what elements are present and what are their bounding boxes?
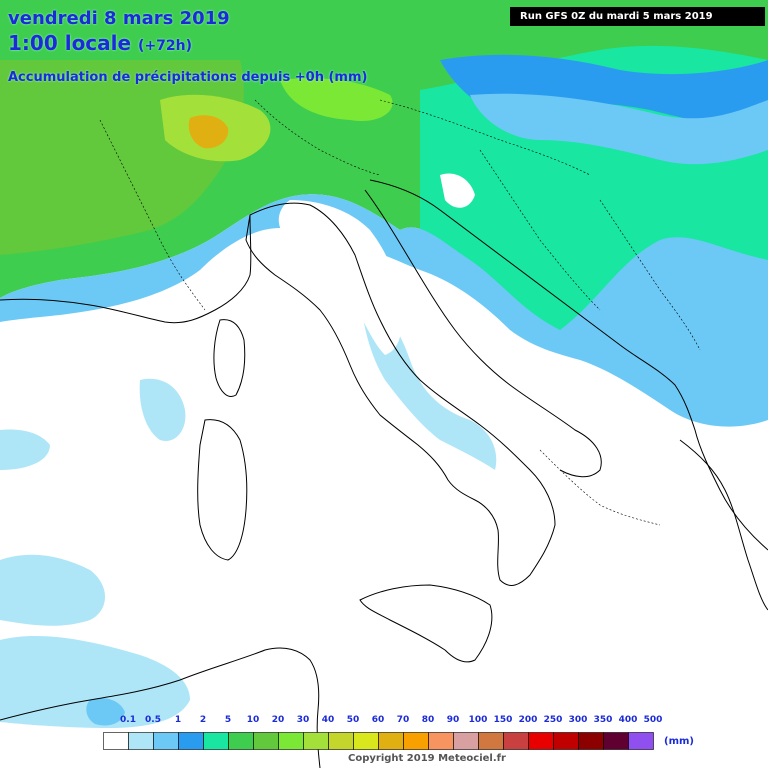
legend-label: 0.5 (145, 715, 161, 725)
legend-swatch (478, 732, 504, 750)
border-3 (479, 149, 601, 311)
legend-swatch (128, 732, 154, 750)
run-info-banner: Run GFS 0Z du mardi 5 mars 2019 (510, 7, 765, 26)
legend-swatch (178, 732, 204, 750)
coast-italy-east (364, 189, 602, 478)
legend-swatch (328, 732, 354, 750)
forecast-date: vendredi 8 mars 2019 (8, 8, 230, 29)
precip-field-sardinia-west (139, 378, 186, 441)
legend-unit: (mm) (664, 736, 694, 747)
legend-label: 100 (468, 715, 488, 725)
coast-balkans (369, 179, 768, 551)
legend-swatch (553, 732, 579, 750)
legend-swatch (278, 732, 304, 750)
legend-label: 300 (568, 715, 588, 725)
borders (99, 99, 701, 526)
legend-label: 90 (446, 715, 460, 725)
legend-label: 70 (396, 715, 410, 725)
legend-swatch (378, 732, 404, 750)
precip-field-blue-1 (440, 54, 768, 125)
legend-label: 80 (421, 715, 435, 725)
local-time: 1:00 locale (8, 31, 132, 55)
legend-label: 30 (296, 715, 310, 725)
coast-italy (245, 202, 556, 586)
legend-labels: 0.1 0.5 1 2 5 10 20 30 40 50 60 70 80 90 100 150 200 250 3… (0, 712, 768, 726)
coast-corsica (213, 319, 246, 397)
legend-swatch (428, 732, 454, 750)
coastlines (0, 179, 768, 768)
legend-swatch (228, 732, 254, 750)
precip-field-lightblue-1 (470, 93, 768, 165)
legend-label: 60 (371, 715, 385, 725)
legend-swatch (603, 732, 629, 750)
legend-swatch (103, 732, 129, 750)
precip-fields (0, 0, 768, 728)
legend-swatch (303, 732, 329, 750)
legend-swatch (453, 732, 479, 750)
coast-north-africa (0, 647, 321, 768)
coast-france (0, 214, 252, 324)
legend-label: 40 (321, 715, 335, 725)
legend-label: 150 (493, 715, 513, 725)
color-legend (103, 732, 654, 750)
legend-label: 50 (346, 715, 360, 725)
product-title: Accumulation de précipitations depuis +0… (8, 70, 368, 85)
forecast-time: 1:00 locale (+72h) (8, 31, 192, 55)
legend-label: 200 (518, 715, 538, 725)
coast-greece (679, 439, 768, 611)
legend-label: 250 (543, 715, 563, 725)
border-5 (99, 119, 206, 311)
dry-area-italy (278, 200, 402, 355)
legend-swatch (628, 732, 654, 750)
legend-swatch (503, 732, 529, 750)
legend-label: 1 (174, 715, 182, 725)
precip-field-southwest (0, 554, 105, 626)
legend-label: 20 (271, 715, 285, 725)
legend-swatch (153, 732, 179, 750)
legend-label: 350 (593, 715, 613, 725)
legend-label: 5 (224, 715, 232, 725)
legend-swatch (253, 732, 279, 750)
border-6 (539, 449, 661, 526)
precip-field-tunisia (86, 698, 125, 726)
legend-label: 2 (199, 715, 207, 725)
legend-swatch (353, 732, 379, 750)
legend-swatch (203, 732, 229, 750)
precip-field-alps-light (280, 78, 393, 121)
precip-field-fringe (0, 194, 768, 427)
dry-area-adriatic (440, 173, 475, 208)
precip-field-south (0, 635, 190, 728)
copyright-text: Copyright 2019 Meteociel.fr (348, 753, 506, 764)
legend-label: 10 (246, 715, 260, 725)
legend-label: 500 (643, 715, 663, 725)
legend-swatch (578, 732, 604, 750)
precip-field-alps-core (188, 115, 229, 149)
coast-sicily (359, 584, 493, 663)
legend-swatch (403, 732, 429, 750)
lead-time: (+72h) (138, 38, 193, 54)
legend-label: 400 (618, 715, 638, 725)
legend-swatch (528, 732, 554, 750)
coast-sardinia (197, 419, 248, 561)
legend-label: 0.1 (120, 715, 136, 725)
border-4 (599, 199, 701, 351)
precip-field-westedge (0, 429, 50, 470)
